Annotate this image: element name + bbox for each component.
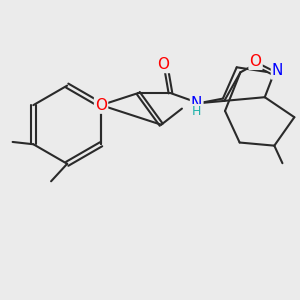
Text: N: N (272, 64, 283, 79)
Text: O: O (250, 54, 262, 69)
Text: N: N (191, 96, 202, 111)
Text: H: H (192, 105, 201, 118)
Text: O: O (95, 98, 107, 112)
Text: O: O (158, 57, 169, 72)
